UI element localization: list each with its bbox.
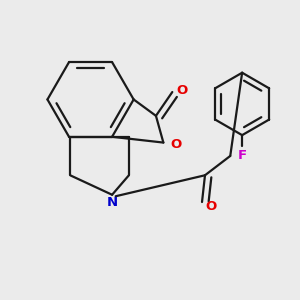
Text: O: O	[206, 200, 217, 213]
Text: F: F	[238, 149, 247, 162]
Text: N: N	[106, 196, 118, 209]
Text: O: O	[171, 138, 182, 151]
Text: O: O	[177, 84, 188, 97]
